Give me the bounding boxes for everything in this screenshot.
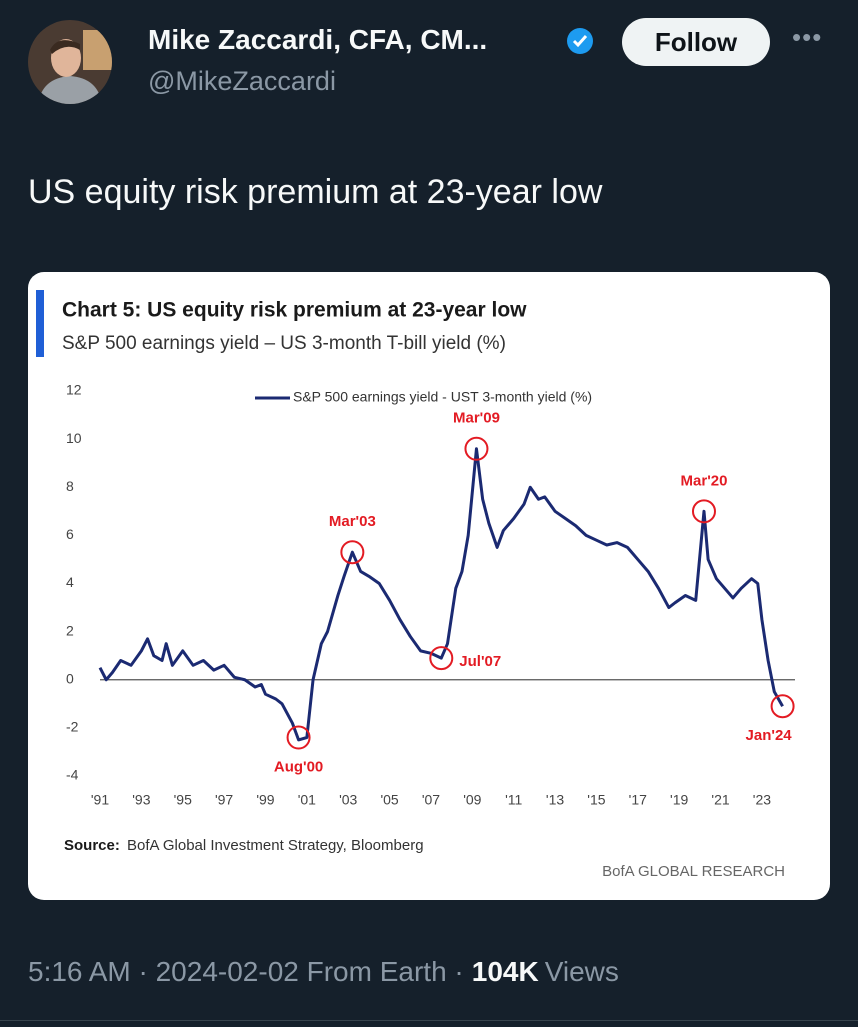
y-tick-label: -4 — [66, 767, 79, 783]
legend-label: S&P 500 earnings yield - UST 3-month yie… — [293, 389, 592, 405]
annotation-circle — [464, 436, 489, 461]
annotation-label: Mar'20 — [681, 472, 728, 489]
author-name[interactable]: Mike Zaccardi, CFA, CM... — [148, 24, 488, 55]
author-handle[interactable]: @MikeZaccardi — [148, 66, 336, 96]
tweet-footer: 5:16 AM · 2024-02-02 From Earth · 104K Vie… — [28, 956, 619, 988]
card-background — [28, 272, 830, 900]
y-tick-label: 12 — [66, 382, 82, 398]
view-count: 104K — [471, 956, 539, 987]
x-tick-label: '21 — [711, 792, 729, 808]
brand: BofA GLOBAL RESEARCH — [602, 863, 785, 880]
y-tick-label: 4 — [66, 574, 74, 590]
x-tick-label: '95 — [174, 792, 192, 808]
annotation-label: Mar'03 — [329, 513, 376, 530]
tweet-meta: 5:16 AM · 2024-02-02 From Earth · — [28, 956, 464, 987]
x-tick-label: '03 — [339, 792, 357, 808]
annotation-label: Jan'24 — [746, 727, 793, 744]
annotation-circle — [770, 694, 795, 719]
y-tick-label: 8 — [66, 478, 74, 494]
x-tick-label: '01 — [298, 792, 316, 808]
annotation-circle — [691, 499, 716, 524]
y-tick-label: 2 — [66, 622, 74, 638]
x-tick-label: '15 — [587, 792, 605, 808]
verified-badge — [567, 28, 593, 54]
tweet-text: US equity risk premium at 23-year low — [28, 173, 603, 211]
annotation-circle — [429, 646, 454, 671]
x-tick-label: '93 — [132, 792, 150, 808]
x-tick-label: '99 — [256, 792, 274, 808]
follow-button[interactable]: Follow — [622, 18, 770, 66]
annotation-label: Aug'00 — [274, 758, 323, 775]
chart-title: Chart 5: US equity risk premium at 23-ye… — [62, 299, 527, 322]
y-tick-label: 6 — [66, 526, 74, 542]
views-label: Views — [544, 956, 619, 987]
x-tick-label: '97 — [215, 792, 233, 808]
source-text: BofA Global Investment Strategy, Bloombe… — [127, 837, 424, 854]
more-menu[interactable]: ••• — [792, 22, 823, 52]
x-tick-label: '13 — [546, 792, 564, 808]
x-tick-label: '23 — [753, 792, 771, 808]
x-tick-label: '07 — [422, 792, 440, 808]
x-tick-label: '19 — [670, 792, 688, 808]
y-tick-label: 0 — [66, 670, 74, 686]
divider — [0, 1020, 858, 1021]
y-tick-label: 10 — [66, 430, 82, 446]
annotation-circle — [286, 725, 311, 750]
source-label: Source: — [64, 837, 120, 854]
annotation-label: Mar'09 — [453, 410, 500, 427]
x-tick-label: '05 — [380, 792, 398, 808]
title-bar — [36, 290, 44, 357]
chart-subtitle: S&P 500 earnings yield – US 3-month T-bi… — [62, 333, 506, 354]
chart-card[interactable]: Chart 5: US equity risk premium at 23-ye… — [0, 0, 858, 940]
x-tick-label: '91 — [91, 792, 109, 808]
x-tick-label: '17 — [629, 792, 647, 808]
y-tick-label: -2 — [66, 719, 79, 735]
annotation-label: Jul'07 — [459, 653, 501, 670]
series-line — [98, 447, 784, 742]
x-tick-label: '09 — [463, 792, 481, 808]
annotation-circle — [340, 540, 365, 565]
x-tick-label: '11 — [505, 792, 522, 808]
avatar[interactable] — [28, 20, 112, 104]
